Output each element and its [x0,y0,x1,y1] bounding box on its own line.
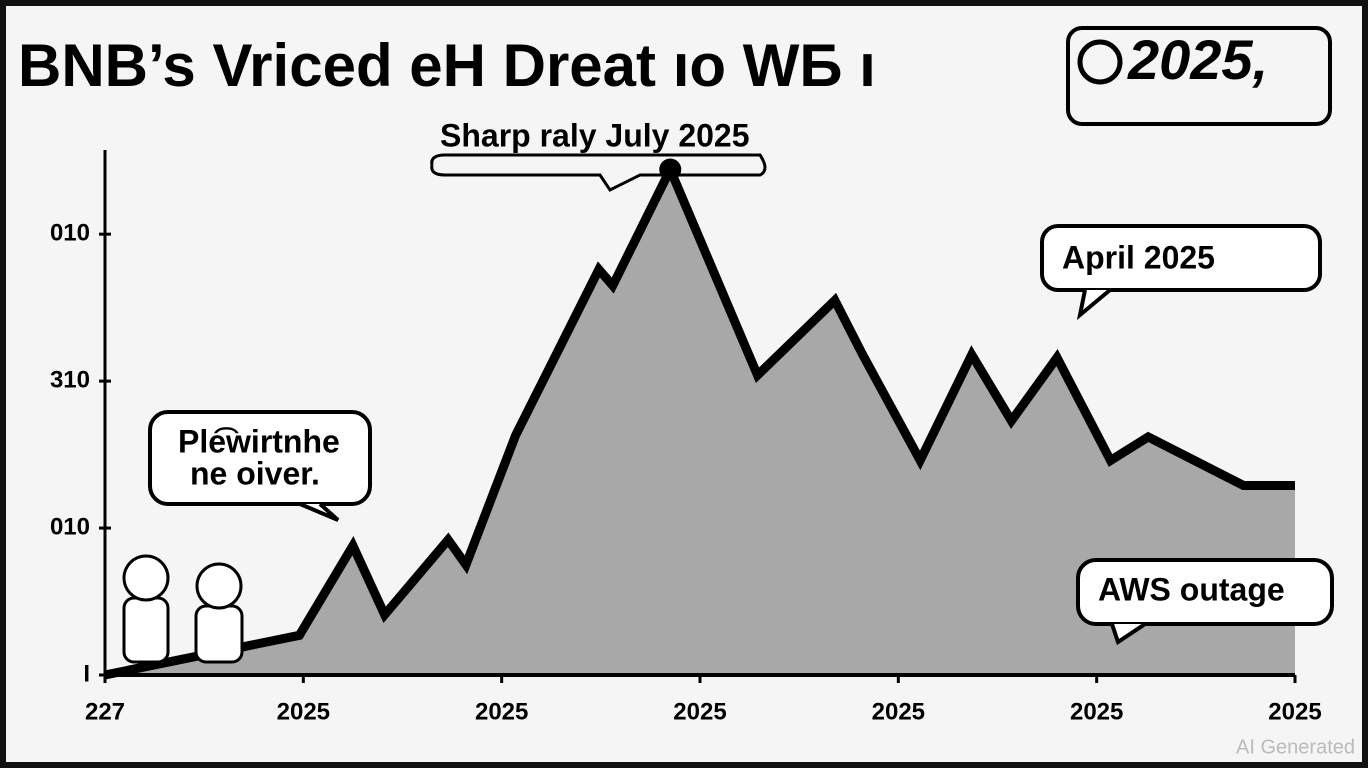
line [104,158,1295,680]
annotation: AWS outage [1098,571,1285,607]
play-icon [1077,39,1123,85]
callout [430,153,767,192]
people-illustration [122,554,244,664]
x-tick-label: 2025 [872,698,925,725]
chart-title: BNB’s Vriced eH Dreat ıo WБ ı [18,32,876,99]
callout-tail [299,502,340,522]
x-tick-label: 2025 [1268,698,1321,725]
annotation: ne oiver. [190,455,320,491]
y-tick-label: 010 [50,220,90,247]
annotation: April 2025 [1062,239,1215,275]
x-tick-label: 2025 [475,698,528,725]
y-tick-label: 310 [50,366,90,393]
callout [1040,224,1322,292]
callout [1076,558,1334,626]
annotation: Sharp raly July 2025 [440,117,750,153]
annotation: Ple͡wirtnhe [178,423,340,459]
annotations: Sharp raly July 2025 April 2025 Ple͡wirt… [122,117,1334,664]
x-tick-label: 2025 [1070,698,1123,725]
plot: I 010 310 010 227 2025 2025 2025 2025 2025 2025 [50,150,1322,725]
peak-marker [659,158,682,181]
y-tick-label: I [83,660,90,687]
title-badge: 2025, [1127,28,1268,91]
x-tick-label: 2025 [277,698,330,725]
title-badge-box [1066,26,1332,126]
y-tick-label: 010 [50,513,90,540]
watermark: AI Generated [1236,736,1355,758]
callout [148,410,372,506]
x-tick-label: 227 [85,698,125,725]
x-tick-label: 2025 [673,698,726,725]
callout-tail [1076,288,1112,321]
area [105,169,1295,675]
callout-tail [1110,622,1147,646]
